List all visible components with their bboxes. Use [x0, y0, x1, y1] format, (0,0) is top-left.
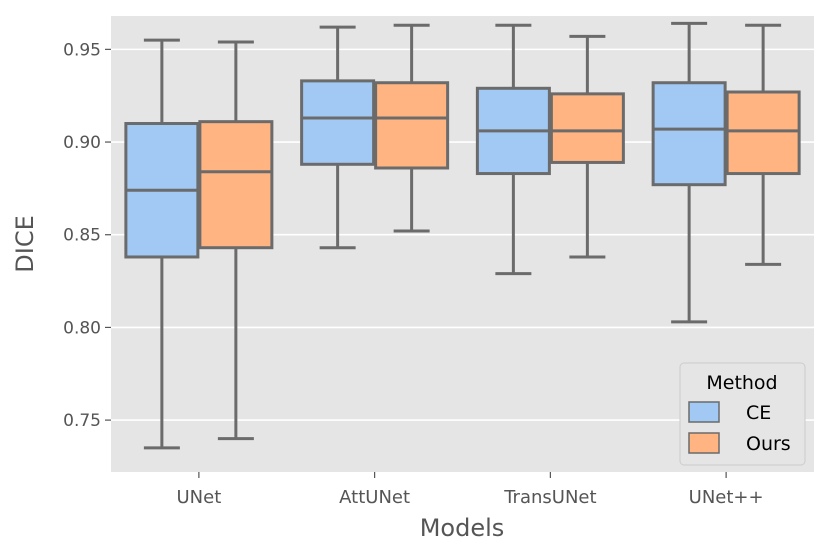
legend-swatch-ce	[688, 401, 720, 423]
legend-label-ce: CE	[746, 402, 771, 424]
legend: Method CE Ours	[679, 362, 806, 466]
y-axis: 0.75 0.80 0.85 0.90 0.95	[63, 40, 111, 431]
legend-label-ours: Ours	[746, 433, 791, 455]
box-ours-unetplusplus	[725, 23, 801, 266]
boxes	[124, 21, 801, 450]
box-iqr	[549, 92, 625, 164]
y-tick-label: 0.95	[63, 40, 101, 60]
box-ce-transunet	[475, 23, 551, 276]
y-tick-label: 0.75	[63, 411, 101, 431]
box-ours-unet	[198, 40, 274, 441]
box-iqr	[725, 90, 801, 176]
box-ce-unetplusplus	[651, 21, 727, 324]
box-iqr	[374, 81, 450, 170]
x-axis: UNet AttUNet TransUNet UNet++	[176, 472, 764, 508]
box-iqr	[198, 120, 274, 250]
box-iqr	[300, 79, 376, 166]
x-tick-label: TransUNet	[503, 487, 596, 508]
y-axis-label: DICE	[11, 215, 39, 272]
y-tick-label: 0.90	[63, 133, 101, 153]
x-tick-label: AttUNet	[339, 487, 410, 508]
box-ours-attunet	[374, 23, 450, 233]
y-tick-label: 0.80	[63, 318, 101, 338]
box-ce-attunet	[300, 25, 376, 250]
legend-swatch-ours	[688, 432, 720, 454]
x-axis-label: Models	[420, 514, 505, 542]
box-ce-unet	[124, 38, 200, 450]
box-ours-transunet	[549, 34, 625, 259]
x-tick-label: UNet++	[689, 487, 764, 508]
x-tick-label: UNet	[176, 487, 221, 508]
y-tick-label: 0.85	[63, 226, 101, 246]
legend-title: Method	[706, 372, 777, 394]
box-iqr	[651, 81, 727, 187]
